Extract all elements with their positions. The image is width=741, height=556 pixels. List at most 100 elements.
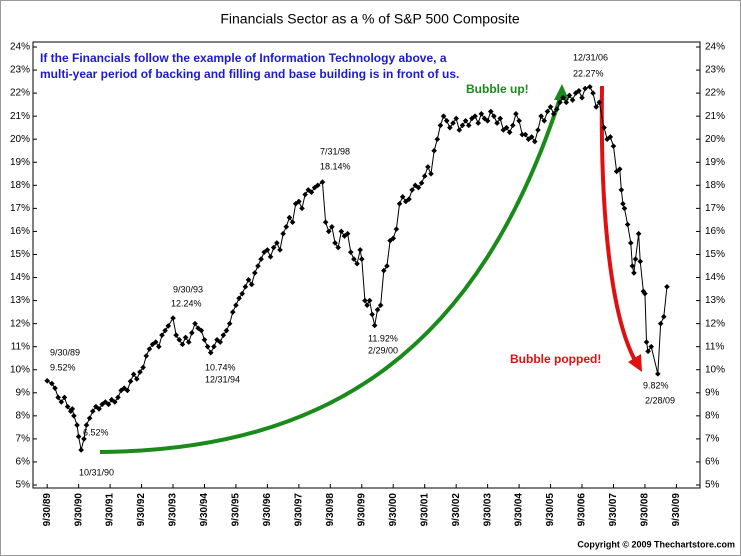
point: [201, 336, 208, 343]
point: [421, 173, 428, 179]
point: [406, 196, 412, 202]
point: [415, 184, 422, 191]
annotation: 12/31/06: [573, 52, 608, 62]
annotation: 9/30/89: [50, 347, 80, 357]
point: [465, 122, 472, 129]
y2-tick-label: 18%: [705, 180, 725, 191]
point: [347, 249, 354, 255]
point: [137, 369, 143, 375]
y-tick-label: 6%: [16, 457, 31, 468]
point: [563, 99, 570, 106]
annotation: 9.82%: [643, 380, 669, 390]
point: [112, 399, 118, 405]
point: [329, 224, 335, 230]
x-tick-label: 9/30/08: [640, 493, 651, 527]
point: [179, 341, 186, 348]
point: [105, 401, 112, 408]
point: [267, 253, 274, 260]
point: [643, 339, 650, 345]
bubble-popped-arrow: [599, 85, 638, 363]
point: [593, 104, 599, 110]
note: If the Financials follow the example of …: [40, 51, 460, 81]
x-tick-label: 9/30/00: [388, 493, 399, 527]
point: [335, 244, 341, 251]
y-tick-label: 20%: [10, 134, 30, 145]
point: [655, 371, 661, 377]
point: [338, 228, 345, 235]
point: [425, 164, 431, 170]
y2-tick-label: 11%: [705, 341, 724, 352]
point: [165, 323, 172, 329]
y-tick-label: 9%: [16, 387, 31, 398]
point: [182, 334, 189, 341]
y2-tick-label: 14%: [705, 272, 725, 283]
point: [579, 94, 585, 101]
x-tick-label: 9/30/89: [42, 493, 53, 527]
point: [590, 90, 596, 96]
y-tick-label: 7%: [16, 434, 31, 445]
point: [554, 106, 560, 113]
x-tick-label: 9/30/94: [199, 493, 210, 527]
y-tick-label: 23%: [10, 65, 30, 76]
point: [314, 182, 321, 189]
point: [409, 187, 415, 193]
annotation: 22.27%: [573, 68, 604, 78]
point: [621, 205, 628, 212]
point: [255, 263, 261, 269]
point: [519, 131, 526, 138]
y-tick-label: 13%: [10, 295, 30, 306]
point: [332, 240, 338, 246]
annotation: 9/30/93: [173, 284, 203, 294]
y-tick-label: 18%: [10, 180, 30, 191]
point: [437, 122, 444, 129]
point: [569, 97, 576, 103]
y-tick-label: 19%: [10, 157, 30, 168]
point: [487, 108, 494, 115]
y-tick-label: 17%: [10, 203, 30, 214]
point: [645, 348, 651, 355]
point: [115, 394, 121, 401]
chart-title: Financials Sector as a % of S&P 500 Comp…: [220, 11, 520, 27]
annotation: 12/31/94: [205, 374, 240, 384]
point: [642, 290, 648, 297]
bubble-up-label: Bubble up!: [466, 82, 529, 96]
point: [143, 353, 150, 359]
point: [325, 228, 332, 235]
point: [557, 99, 563, 106]
point: [547, 104, 554, 110]
point: [357, 247, 364, 253]
point: [233, 302, 239, 308]
point: [475, 120, 481, 126]
point: [387, 237, 393, 244]
point: [618, 187, 625, 193]
point: [277, 247, 283, 253]
point: [453, 115, 459, 122]
y-tick-label: 24%: [10, 42, 30, 53]
point: [71, 413, 77, 419]
point: [69, 406, 76, 412]
point: [535, 127, 541, 133]
point: [582, 85, 588, 92]
y2-tick-label: 20%: [705, 134, 725, 145]
point: [176, 336, 183, 343]
point: [214, 336, 220, 343]
point: [525, 136, 532, 143]
point: [130, 371, 137, 378]
annotation: 9.52%: [50, 362, 76, 372]
point: [450, 120, 456, 126]
x-tick-label: 9/30/01: [419, 493, 430, 527]
point: [124, 387, 131, 394]
point: [146, 346, 153, 352]
point: [624, 221, 631, 228]
y2-tick-label: 7%: [705, 434, 720, 445]
point: [83, 422, 90, 428]
point: [354, 260, 360, 267]
y2-tick-label: 23%: [705, 65, 725, 76]
x-tick-label: 9/30/93: [168, 493, 179, 527]
y-tick-label: 11%: [11, 341, 30, 352]
point: [286, 214, 293, 221]
arrow-head: [628, 354, 642, 372]
x-tick-label: 9/30/96: [262, 493, 273, 527]
point: [541, 117, 548, 124]
point: [358, 256, 365, 262]
